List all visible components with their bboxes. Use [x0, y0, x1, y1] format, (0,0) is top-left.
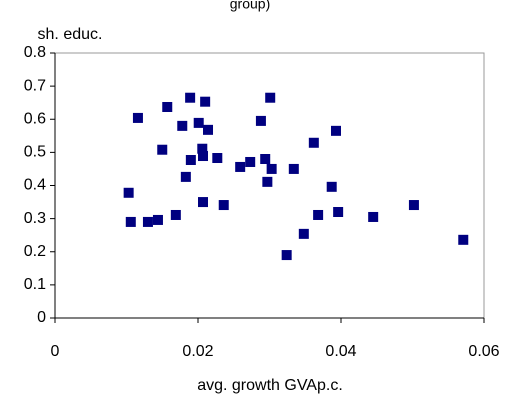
point	[198, 197, 209, 208]
point	[408, 200, 419, 211]
point	[185, 154, 196, 165]
y-tick-label: 0.7	[24, 77, 46, 94]
chart-title: group)	[230, 0, 270, 12]
y-tick-label: 0.3	[24, 210, 46, 227]
x-tick-label: 0	[51, 343, 60, 360]
point	[123, 187, 134, 198]
point	[266, 163, 277, 174]
point	[308, 137, 319, 148]
point	[193, 117, 204, 128]
point	[197, 143, 208, 154]
point	[125, 216, 136, 227]
point	[157, 144, 168, 155]
y-axis-label: sh. educ.	[38, 26, 103, 43]
point	[142, 216, 153, 227]
point	[177, 120, 188, 131]
point	[185, 92, 196, 103]
point	[333, 207, 344, 217]
y-tick-label: 0.2	[24, 243, 46, 260]
point	[180, 171, 191, 182]
point	[170, 209, 181, 220]
point	[203, 124, 214, 135]
point	[262, 176, 273, 187]
point	[235, 161, 246, 172]
x-tick-label: 0.06	[468, 343, 499, 360]
y-tick-label: 0.1	[24, 276, 46, 293]
point	[298, 228, 309, 239]
point	[330, 125, 341, 136]
point	[255, 115, 266, 126]
point	[132, 112, 143, 123]
y-tick-label: 0.4	[24, 177, 46, 194]
y-tick-label: 0.5	[24, 144, 46, 161]
x-tick-label: 0.02	[182, 343, 213, 360]
point	[288, 163, 299, 174]
point	[326, 181, 337, 192]
y-tick-label: 0.6	[24, 110, 46, 127]
y-tick-label: 0	[37, 309, 46, 326]
point	[265, 92, 276, 103]
point	[313, 209, 324, 220]
point	[218, 200, 229, 211]
point	[368, 211, 379, 222]
point	[162, 101, 173, 112]
x-tick-label: 0.04	[325, 343, 356, 360]
point	[260, 154, 271, 164]
x-axis-label: avg. growth GVAp.c.	[197, 377, 343, 394]
point	[200, 96, 211, 107]
point	[458, 234, 469, 245]
point	[152, 214, 163, 225]
y-tick-label: 0.8	[24, 44, 46, 61]
point	[245, 156, 256, 167]
point	[212, 153, 223, 164]
point	[198, 151, 209, 162]
point	[281, 250, 292, 261]
